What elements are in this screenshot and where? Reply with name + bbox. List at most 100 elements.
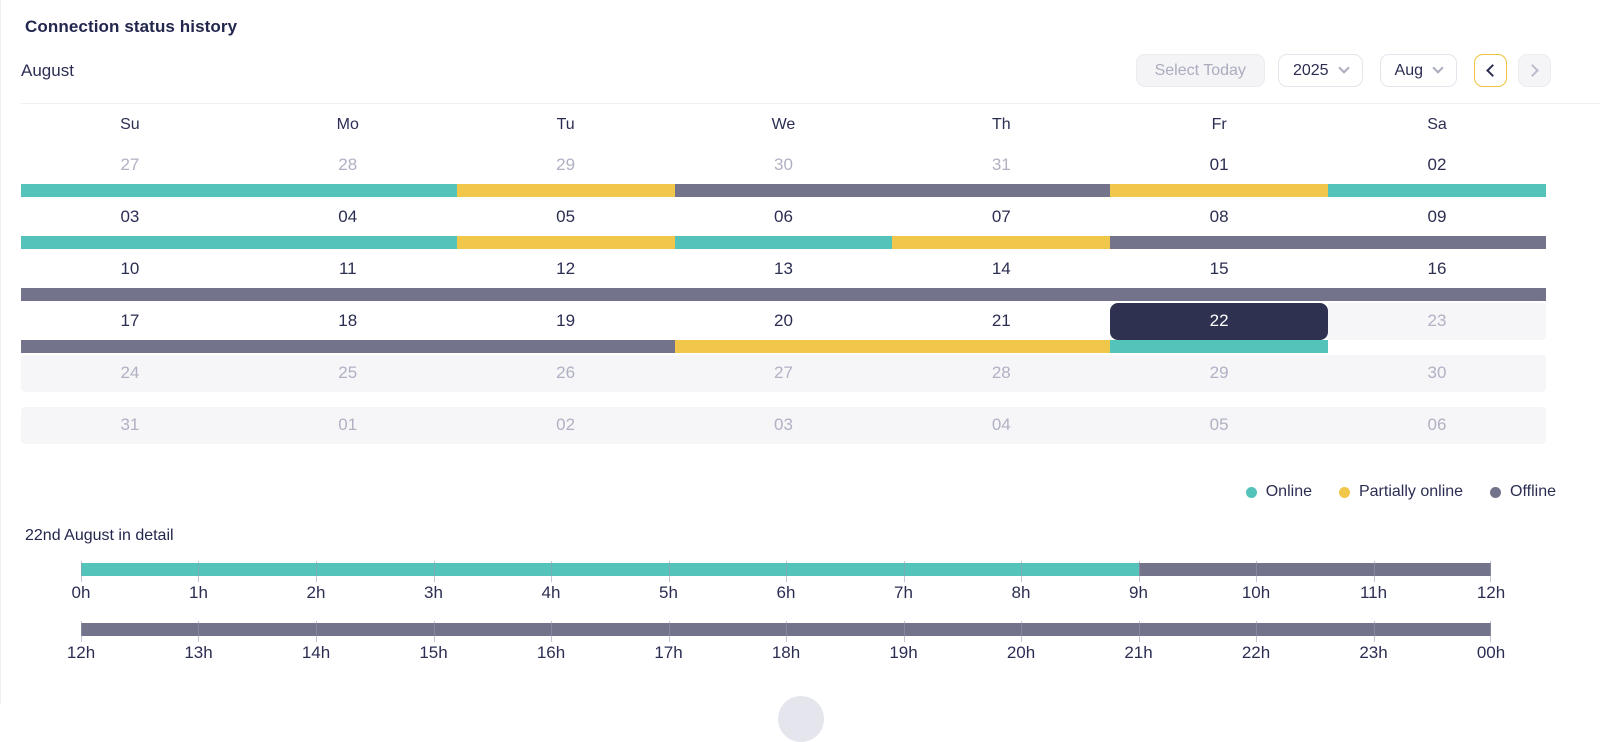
day-cell[interactable]: 10: [21, 249, 239, 288]
day-number: 26: [556, 362, 576, 382]
prev-month-button[interactable]: [1474, 54, 1507, 87]
status-bar-segment-partially_online: [456, 236, 675, 249]
day-cell: 23: [1328, 301, 1546, 340]
week-row: 17 18 19 20 21 22 23: [21, 301, 1546, 353]
day-number: 25: [338, 362, 358, 382]
legend-label: Offline: [1510, 483, 1556, 500]
hour-tick: [786, 621, 787, 642]
day-cell[interactable]: 05: [457, 197, 675, 236]
hour-label: 8h: [1011, 583, 1031, 602]
bottom-sheet-handle[interactable]: [777, 696, 824, 742]
day-cells: 03 04 05 06 07 08 09: [21, 197, 1546, 236]
day-number: 04: [338, 206, 358, 226]
day-number: 15: [1209, 258, 1229, 278]
day-cell[interactable]: 07: [892, 197, 1110, 236]
hour-label: 3h: [424, 583, 443, 602]
day-number: 16: [1427, 258, 1447, 278]
hour-tick: [433, 561, 435, 582]
legend-item-online: Online: [1245, 483, 1312, 501]
status-bar-segment-partially_online: [674, 340, 1111, 353]
status-bar-segment-online: [674, 236, 893, 249]
week-row: 27 28 29 30 31 01 02: [21, 145, 1546, 197]
day-number: 31: [991, 154, 1011, 174]
hour-tick: [1256, 621, 1257, 642]
day-number: 04: [991, 414, 1011, 434]
day-number: 02: [1427, 154, 1447, 174]
day-cell[interactable]: 06: [675, 197, 893, 236]
status-bar-segment-offline: [21, 340, 675, 353]
day-cell[interactable]: 18: [239, 301, 457, 340]
day-cell[interactable]: 11: [239, 249, 457, 288]
day-cell[interactable]: 30: [675, 145, 893, 184]
day-cell[interactable]: 03: [21, 197, 239, 236]
day-number: 24: [120, 362, 140, 382]
hour-label: 15h: [419, 643, 448, 662]
day-cell[interactable]: 12: [457, 249, 675, 288]
hour-tick: [668, 561, 670, 582]
hour-label: 16h: [536, 643, 566, 662]
day-cell[interactable]: 19: [457, 301, 675, 340]
day-cells: 31 01 02 03 04 05 06: [21, 405, 1546, 444]
day-cell: 26: [456, 353, 675, 392]
week-row: 03 04 05 06 07 08 09: [21, 197, 1546, 249]
hour-label: 0h: [71, 583, 91, 602]
day-number: 27: [120, 154, 140, 174]
day-cell[interactable]: 02: [1328, 145, 1546, 184]
day-cell[interactable]: 14: [892, 249, 1110, 288]
week-status-bar: [21, 392, 1546, 405]
day-cell[interactable]: 16: [1328, 249, 1546, 288]
day-cell[interactable]: 31: [892, 145, 1110, 184]
weekday-label: Mo: [336, 115, 359, 133]
day-cell[interactable]: 22: [1110, 301, 1328, 340]
header-divider: [21, 103, 1600, 104]
select-today-button[interactable]: Select Today: [1135, 54, 1265, 87]
hour-labels: 0h 1h 2h 3h 4h 5h 6h 7h 8h 9h 10h 11h 12h: [72, 583, 1506, 605]
day-cell: 03: [674, 405, 893, 444]
legend-dot-icon: [1338, 486, 1350, 498]
hour-tick: [433, 621, 435, 642]
day-cell[interactable]: 01: [1110, 145, 1328, 184]
status-bar-segment-empty: [21, 392, 1546, 405]
year-dropdown[interactable]: 2025: [1277, 54, 1363, 87]
week-status-bar: [21, 444, 1546, 457]
day-cell[interactable]: 09: [1328, 197, 1546, 236]
day-cell[interactable]: 21: [892, 301, 1110, 340]
day-cell[interactable]: 15: [1110, 249, 1328, 288]
day-number: 11: [338, 258, 357, 278]
day-cell[interactable]: 28: [239, 145, 457, 184]
hour-tick: [1373, 561, 1375, 582]
hour-tick: [315, 561, 317, 582]
status-bar-segment-online: [1110, 340, 1329, 353]
day-cell[interactable]: 04: [239, 197, 457, 236]
hour-status-bar: [81, 561, 1491, 582]
hour-tick: [315, 621, 317, 642]
day-cell[interactable]: 13: [675, 249, 893, 288]
week-status-bar: [21, 340, 1546, 353]
current-month-label: August: [21, 60, 74, 80]
weekday-label: Sa: [1427, 115, 1447, 133]
day-cell[interactable]: 08: [1110, 197, 1328, 236]
day-cell: 02: [456, 405, 675, 444]
day-cell: 30: [1328, 353, 1546, 392]
status-bar-segment-offline: [674, 184, 1111, 197]
hour-tick: [1138, 561, 1140, 582]
day-number: 06: [773, 206, 793, 226]
status-bar-segment-empty: [1328, 340, 1546, 353]
month-dropdown[interactable]: Aug: [1379, 54, 1457, 87]
day-cell[interactable]: 29: [457, 145, 675, 184]
chevron-left-icon: [1486, 64, 1499, 77]
weekday-row: Su Mo Tu We Th Fr Sa: [21, 104, 1546, 145]
month-dropdown-value: Aug: [1394, 61, 1423, 79]
day-cell: 01: [238, 405, 457, 444]
day-number: 08: [1209, 206, 1229, 226]
day-cell[interactable]: 17: [21, 301, 239, 340]
day-number: 05: [1209, 414, 1229, 434]
calendar-weeks: 27 28 29 30 31 01 02 03 04 05 06 07 08 09 10 11 12 13 14 15…: [21, 145, 1546, 457]
next-month-button[interactable]: [1518, 54, 1551, 87]
day-cell[interactable]: 27: [21, 145, 239, 184]
hour-label: 22h: [1241, 643, 1271, 662]
weekday-label: We: [771, 115, 796, 133]
day-cell[interactable]: 20: [675, 301, 893, 340]
hour-tick: [1373, 621, 1375, 642]
hour-label: 14h: [301, 643, 331, 662]
